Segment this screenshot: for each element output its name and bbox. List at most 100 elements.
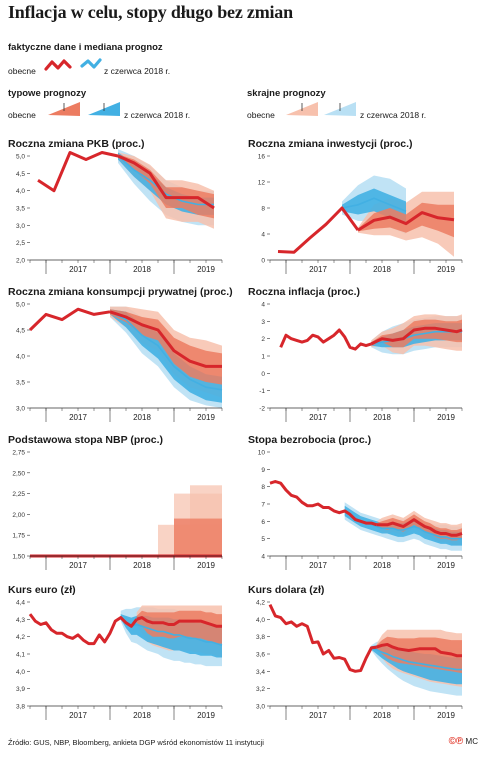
band-typical-current <box>358 202 454 238</box>
y-tick-label: 4,2 <box>256 600 265 607</box>
gdp-chart: 2,0 2,5 3,0 3,5 4,0 4,5 5,0 2017 2018 2019 <box>16 149 223 274</box>
line-actual <box>268 603 377 673</box>
y-tick-label: 4,5 <box>16 328 25 335</box>
legend-typical-current-band-icon <box>48 102 80 116</box>
y-tick-label: 1,75 <box>12 533 25 540</box>
y-tick-label: 3 <box>261 319 265 326</box>
y-tick-label: 4,2 <box>16 634 25 641</box>
y-tick-label: 4,5 <box>16 171 25 178</box>
y-tick-label: 2,5 <box>16 240 25 247</box>
panel-title-consumption: Roczna zmiana konsumpcji prywatnej (proc… <box>8 286 233 298</box>
y-tick-label: 3,0 <box>16 223 25 230</box>
legend-label-current: obecne <box>8 66 36 76</box>
nbp-rate-chart: 1,50 1,75 2,00 2,25 2,50 2,75 2017 2018 2019 <box>12 450 223 570</box>
x-year-label: 2017 <box>309 561 327 570</box>
y-tick-label: 3,0 <box>16 406 25 413</box>
y-tick-label: 9 <box>261 467 265 474</box>
investment-chart: 0 4 8 12 16 2017 2018 2019 <box>258 154 463 274</box>
legend-label-typical-june: z czerwca 2018 r. <box>124 110 191 120</box>
y-tick-label: 8 <box>261 484 265 491</box>
line-median-current <box>357 211 455 232</box>
publisher-logo: ©℗ MC <box>449 736 478 747</box>
y-tick-label: 3,5 <box>16 206 25 213</box>
x-year-label: 2017 <box>69 711 87 720</box>
logo-text: MC <box>465 737 478 746</box>
x-year-label: 2018 <box>133 265 151 274</box>
y-tick-label: 5 <box>261 536 265 543</box>
line-median-current <box>376 518 463 537</box>
panel-title-nbp-rate: Podstawowa stopa NBP (proc.) <box>8 434 163 446</box>
legend-typical-june-band-icon <box>88 102 120 116</box>
panel-title-investment: Roczna zmiana inwestycji (proc.) <box>248 138 413 150</box>
x-year-label: 2018 <box>373 561 391 570</box>
x-year-label: 2017 <box>309 413 327 422</box>
y-tick-label: 3,0 <box>256 704 265 711</box>
y-tick-label: 3,8 <box>16 704 25 711</box>
consumption-chart: 3,0 3,5 4,0 4,5 5,0 2017 2018 2019 <box>16 302 223 422</box>
y-tick-label: 12 <box>258 180 266 187</box>
y-tick-label: 4,0 <box>16 188 25 195</box>
y-tick-label: 2,25 <box>12 491 25 498</box>
line-median-june <box>371 647 462 671</box>
y-tick-label: 1 <box>261 354 265 361</box>
band-typical-current-step <box>174 518 222 556</box>
legend-heading-extreme: skrajne prognozy <box>247 88 326 99</box>
legend-label-extreme-june: z czerwca 2018 r. <box>360 110 427 120</box>
y-tick-label: 2,75 <box>12 450 25 457</box>
y-tick-label: 2,50 <box>12 470 25 477</box>
panel-title-usd-rate: Kurs dolara (zł) <box>248 584 325 596</box>
line-median-june <box>109 311 223 391</box>
y-tick-label: 3,9 <box>16 686 25 693</box>
line-actual <box>279 328 372 351</box>
y-tick-label: 3,5 <box>16 380 25 387</box>
x-year-label: 2019 <box>197 413 215 422</box>
x-year-label: 2017 <box>69 561 87 570</box>
page-title: Inflacja w celu, stopy długo bez zmian <box>8 2 293 22</box>
x-year-label: 2018 <box>373 265 391 274</box>
y-tick-label: 4 <box>261 554 265 561</box>
y-tick-label: 4,0 <box>16 354 25 361</box>
panel-title-unemployment: Stopa bezrobocia (proc.) <box>248 434 372 446</box>
y-tick-label: 4,0 <box>16 669 25 676</box>
x-year-label: 2017 <box>309 265 327 274</box>
usd-rate-chart: 3,0 3,2 3,4 3,6 3,8 4,0 4,2 2017 2018 2019 <box>256 600 463 720</box>
x-year-label: 2019 <box>437 711 455 720</box>
x-year-label: 2019 <box>197 711 215 720</box>
y-tick-label: 10 <box>258 450 266 457</box>
legend-heading-typical: typowe prognozy <box>8 88 87 99</box>
legend-label-typical-current: obecne <box>8 110 36 120</box>
x-year-label: 2017 <box>309 711 327 720</box>
x-year-label: 2018 <box>133 561 151 570</box>
y-tick-label: 2 <box>261 336 265 343</box>
x-year-label: 2019 <box>437 561 455 570</box>
band-typical-current <box>136 610 222 644</box>
legend-label-extreme-current: obecne <box>247 110 275 120</box>
logo-mark: ©℗ <box>448 736 464 747</box>
x-year-label: 2018 <box>133 711 151 720</box>
y-tick-label: 3,8 <box>256 634 265 641</box>
legend-extreme-current-band-icon <box>286 102 318 116</box>
x-year-label: 2019 <box>197 265 215 274</box>
y-tick-label: 3,4 <box>256 669 265 676</box>
y-tick-label: 4,4 <box>16 600 25 607</box>
x-year-label: 2017 <box>69 413 87 422</box>
line-median-current <box>136 616 222 628</box>
x-year-label: 2017 <box>69 265 87 274</box>
line-median-june <box>117 155 214 206</box>
x-year-label: 2018 <box>133 413 151 422</box>
y-tick-label: 7 <box>261 502 265 509</box>
line-actual <box>277 206 360 254</box>
panel-title-eur-rate: Kurs euro (zł) <box>8 584 76 596</box>
y-tick-label: 4,0 <box>256 617 265 624</box>
line-median-current <box>370 326 463 346</box>
y-tick-label: 8 <box>261 206 265 213</box>
y-tick-label: 3,2 <box>256 686 265 693</box>
line-median-current <box>109 310 222 368</box>
y-tick-label: 4 <box>261 232 265 239</box>
eur-rate-chart: 3,8 3,9 4,0 4,1 4,2 4,3 4,4 2017 2018 2019 <box>16 600 223 720</box>
y-tick-label: 1,50 <box>12 554 25 561</box>
y-tick-label: 2,0 <box>16 258 25 265</box>
line-actual <box>269 480 378 527</box>
y-tick-label: 4,1 <box>16 652 25 659</box>
y-tick-label: 4,3 <box>16 617 25 624</box>
